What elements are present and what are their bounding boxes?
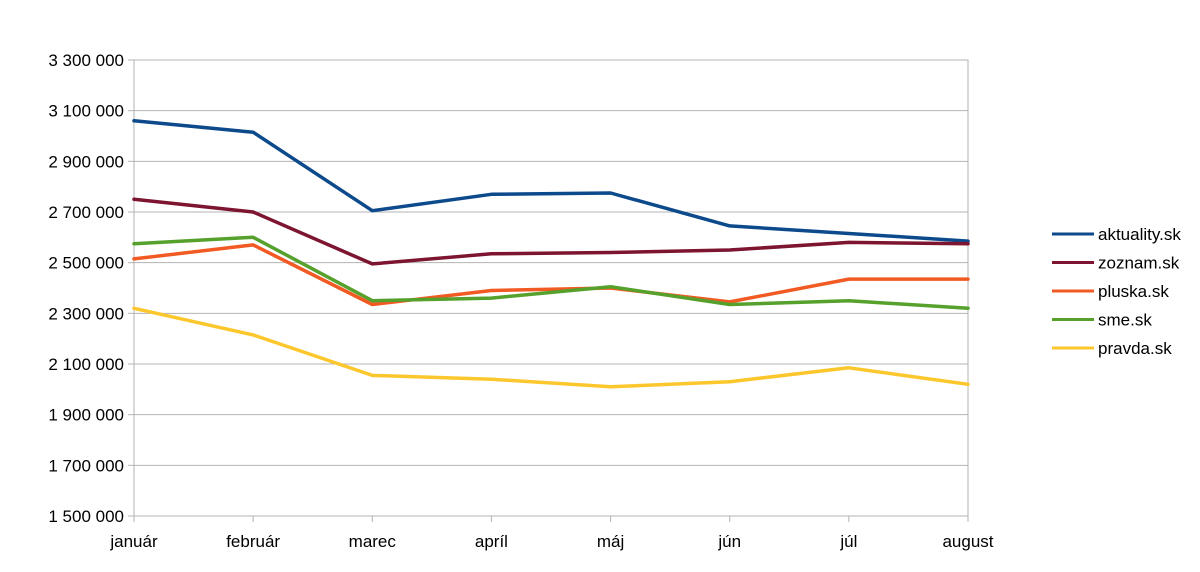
legend-label: zoznam.sk [1098,254,1180,273]
legend-label: pravda.sk [1098,339,1172,358]
y-tick-label: 2 500 000 [48,254,124,273]
y-tick-label: 2 100 000 [48,355,124,374]
series-lines [132,119,970,389]
y-tick-label: 2 900 000 [48,152,124,171]
x-tick-label: apríl [475,532,508,551]
legend: aktuality.sk zoznam.sk pluska.sk sme.sk prav… [1052,225,1181,358]
y-axis: 1 500 000 1 700 000 1 900 000 2 100 000 2 30… [48,51,134,526]
y-tick-label: 1 500 000 [48,507,124,526]
series-line-zoznam-sk [132,197,970,266]
x-tick-label: máj [597,532,624,551]
legend-label: pluska.sk [1098,282,1169,301]
legend-item: zoznam.sk [1052,254,1180,273]
legend-item: pravda.sk [1052,339,1172,358]
x-tick-label: jún [717,532,741,551]
x-tick-label: január [109,532,158,551]
y-tick-label: 1 700 000 [48,456,124,475]
y-tick-label: 2 300 000 [48,304,124,323]
x-tick-label: júl [839,532,857,551]
legend-item: pluska.sk [1052,282,1169,301]
x-tick-label: marec [349,532,397,551]
legend-label: sme.sk [1098,311,1152,330]
series-line-pravda-sk [132,306,970,389]
y-tick-label: 2 700 000 [48,203,124,222]
y-tick-label: 3 300 000 [48,51,124,70]
legend-label: aktuality.sk [1098,225,1181,244]
series-line-pluska-sk [132,243,970,307]
series-line-aktuality-sk [132,119,970,243]
legend-item: aktuality.sk [1052,225,1181,244]
x-tick-label: august [942,532,993,551]
x-axis: január február marec apríl máj jún júl august [109,516,994,551]
legend-item: sme.sk [1052,311,1152,330]
y-gridlines [134,59,968,517]
y-tick-label: 1 900 000 [48,406,124,425]
series-line-sme-sk [132,235,970,311]
x-tick-label: február [226,532,280,551]
y-tick-label: 3 100 000 [48,102,124,121]
